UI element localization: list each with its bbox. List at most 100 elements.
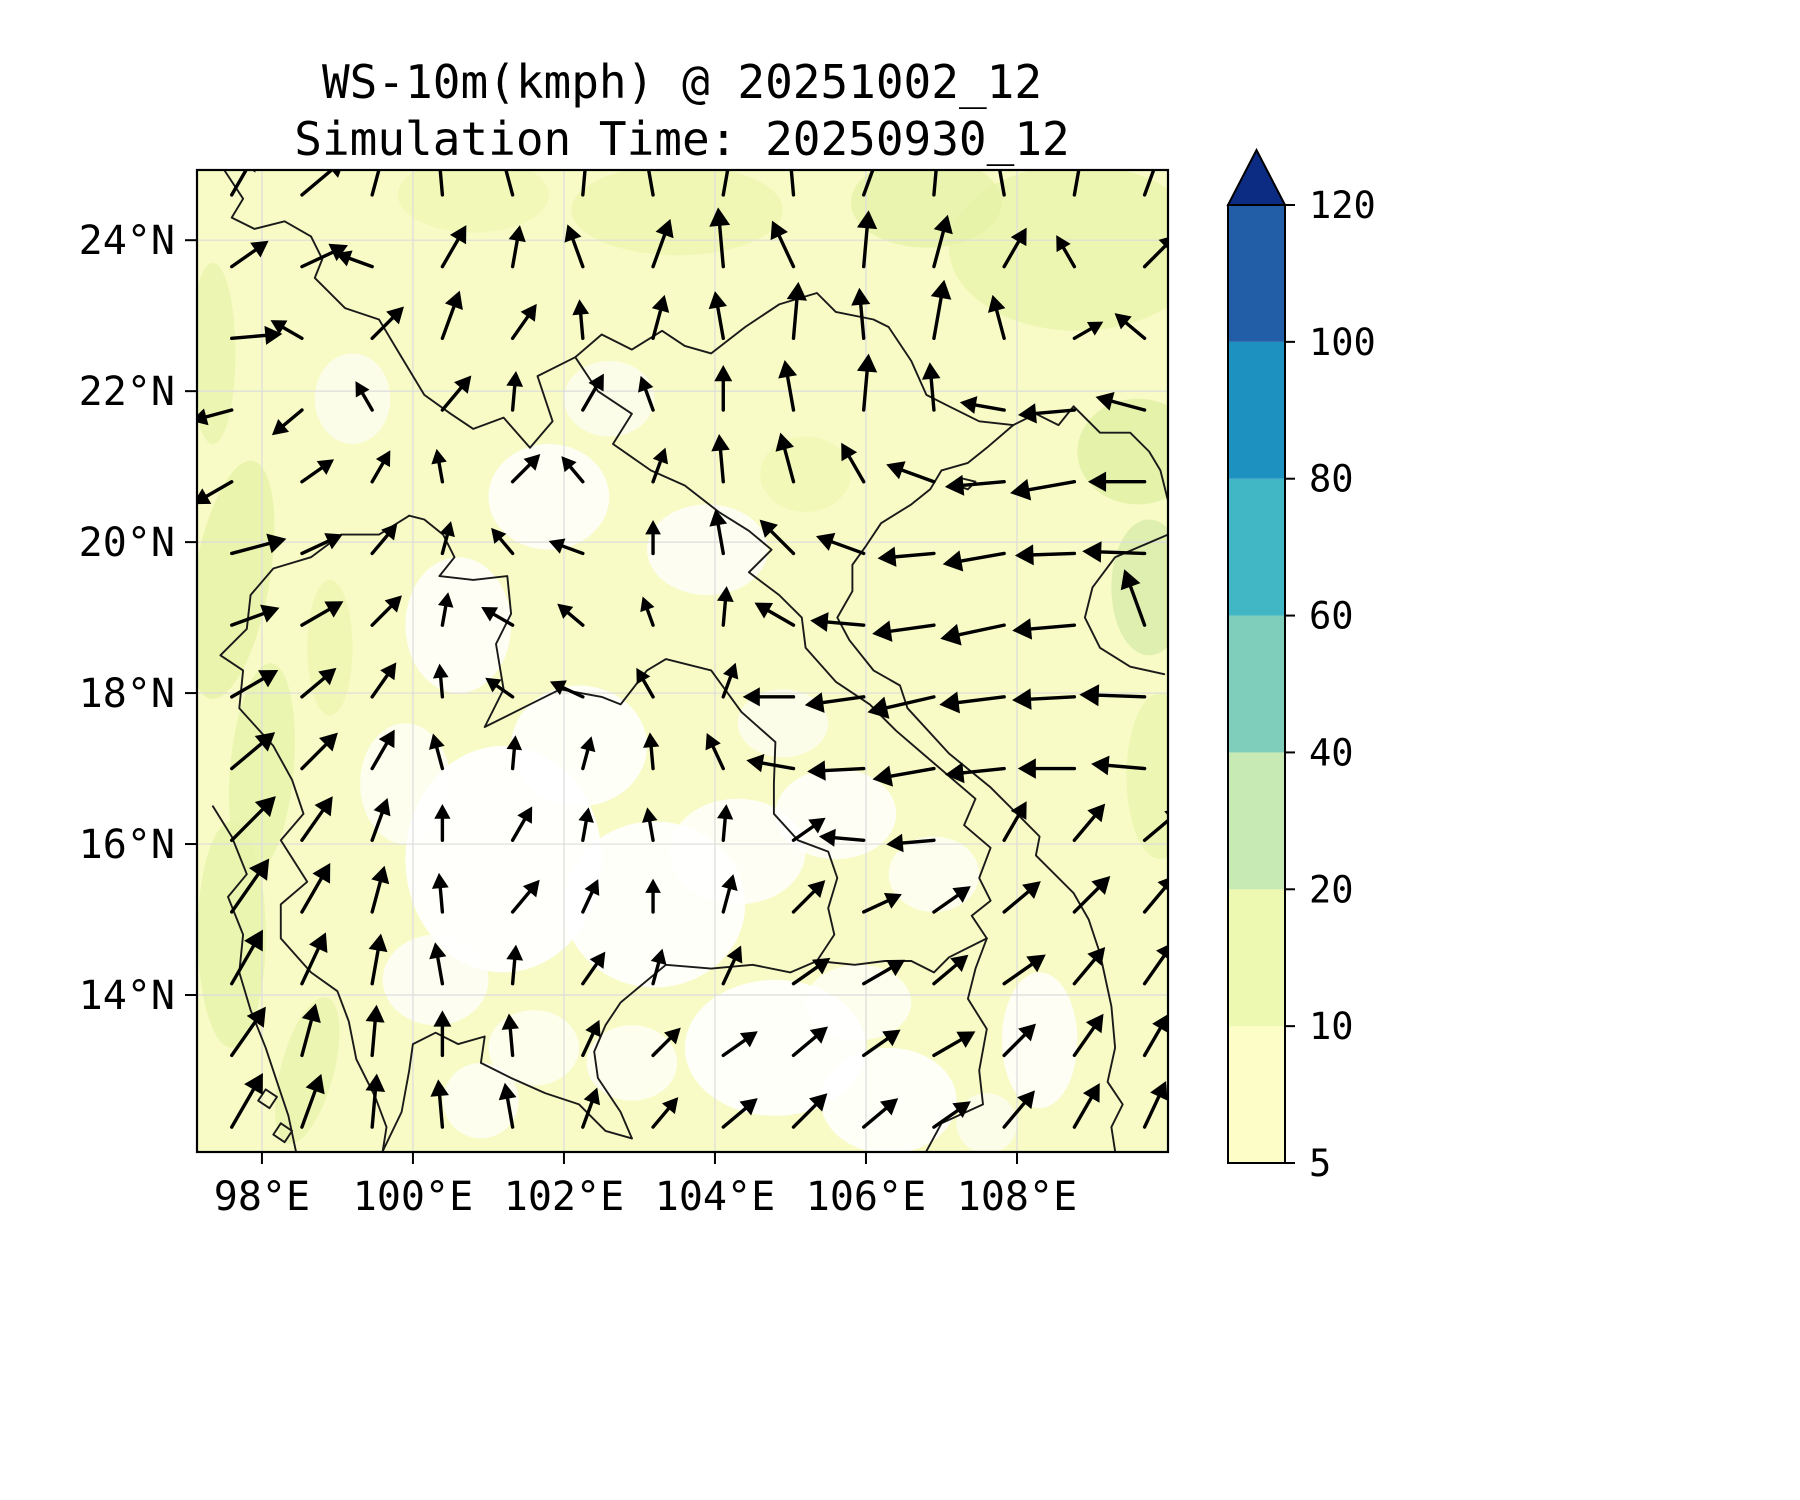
wind-arrow-head	[449, 225, 467, 245]
shading-patch	[647, 504, 768, 595]
wind-arrow-head	[1014, 544, 1034, 566]
wind-arrow-head	[640, 596, 655, 613]
wind-arrow-head	[872, 765, 894, 787]
wind-arrow-head	[578, 807, 594, 823]
wind-arrow-head	[1091, 755, 1110, 776]
wind-arrow-head	[930, 279, 952, 300]
shading-patch	[1001, 972, 1078, 1109]
wind-arrow-head	[650, 948, 667, 966]
wind-arrow-head	[439, 521, 455, 538]
wind-arrow-head	[1150, 1081, 1168, 1101]
wind-arrow-head	[368, 933, 388, 953]
wind-arrow-head	[810, 612, 829, 632]
wind-arrow-head	[716, 586, 734, 603]
wind-arrow-shaft	[1019, 480, 1077, 493]
wind-arrow-shaft	[862, 219, 870, 269]
wind-arrow-head	[933, 214, 953, 235]
wind-arrow-head	[1158, 237, 1168, 250]
wind-arrow-head	[561, 456, 577, 473]
wind-arrow-shaft	[230, 1081, 259, 1129]
wind-arrow-head	[1010, 801, 1027, 820]
wind-arrow-shaft	[1021, 623, 1077, 632]
wind-arrow-head	[1147, 147, 1165, 166]
wind-arrow-head	[1056, 235, 1071, 253]
wind-arrow-head	[244, 929, 263, 952]
wind-arrow-head	[959, 396, 978, 414]
wind-arrows	[197, 147, 1168, 1129]
wind-arrow-head	[430, 1079, 449, 1097]
wind-arrow-head	[314, 796, 333, 817]
wind-arrow-head	[950, 954, 969, 973]
wind-arrow-head	[636, 667, 651, 685]
wind-arrow-head	[856, 210, 878, 230]
wind-arrow-head	[1012, 618, 1033, 640]
wind-arrow-shaft	[300, 803, 329, 842]
wind-arrow-head	[506, 944, 524, 961]
wind-arrow-head	[944, 762, 965, 784]
wind-arrow-shaft	[1142, 170, 1156, 197]
wind-arrow-head	[444, 290, 463, 310]
wind-arrow-head	[808, 817, 826, 834]
plot-frame	[195, 168, 1170, 1154]
chart-title: WS-10m(kmph) @ 20251002_12	[322, 55, 1042, 109]
colorbar-tick-label: 60	[1309, 595, 1354, 638]
wind-arrow-head	[879, 1098, 899, 1116]
wind-arrow-head	[1087, 471, 1107, 492]
wind-arrow-head	[851, 287, 871, 306]
shading-patch	[197, 460, 275, 699]
wind-arrow-head	[381, 523, 398, 541]
wind-arrow-head	[1091, 876, 1111, 895]
wind-arrow-shaft	[862, 170, 875, 197]
wind-arrow-head	[1156, 944, 1168, 959]
wind-arrow-head	[197, 408, 209, 426]
wind-arrow-head	[804, 692, 825, 713]
shading-patch	[586, 1025, 678, 1101]
shading-patch	[820, 1047, 957, 1152]
wind-arrow-head	[365, 1073, 386, 1092]
wind-arrow-head	[1085, 1013, 1104, 1034]
wind-arrow-head	[248, 858, 270, 881]
shading-patch	[443, 1062, 519, 1139]
wind-arrow-head	[705, 733, 721, 751]
wind-arrow-shaft	[1024, 551, 1077, 557]
wind-arrow-head	[324, 533, 343, 550]
wind-arrow-shaft	[789, 170, 796, 197]
wind-arrow-shaft	[881, 623, 936, 634]
wind-arrow-head	[523, 454, 541, 471]
wind-arrow-head	[331, 170, 341, 178]
wind-arrow-head	[589, 951, 606, 969]
wind-arrow-head	[709, 207, 731, 227]
x-tick-label: 100°E	[353, 1174, 473, 1220]
wind-arrow-shaft	[230, 673, 271, 699]
wind-arrow-head	[1157, 878, 1168, 891]
wind-arrow-head	[254, 796, 276, 818]
x-tick-label: 106°E	[806, 1174, 926, 1220]
wind-arrow-head	[1017, 758, 1036, 779]
colorbar-segment	[1228, 205, 1285, 342]
wind-arrow-head	[643, 732, 660, 748]
wind-arrow-shaft	[1126, 577, 1147, 627]
wind-arrow-head	[371, 865, 390, 885]
wind-arrow-head	[517, 806, 533, 824]
wind-arrow-head	[270, 320, 288, 335]
wind-arrow-head	[246, 1006, 266, 1028]
wind-arrow-head	[651, 294, 670, 313]
shading-patch	[956, 1093, 1017, 1152]
colorbar-tick-label: 5	[1309, 1142, 1331, 1185]
wind-arrow-shaft	[1072, 170, 1081, 197]
laos-cambodia-border-line	[815, 937, 988, 974]
wind-arrow-head	[266, 533, 287, 554]
x-tick-label: 98°E	[214, 1174, 310, 1220]
wind-arrow-head	[1071, 148, 1089, 166]
coastlines-and-borders	[211, 170, 1168, 1152]
wind-arrow-head	[956, 1031, 976, 1048]
wind-arrow-head	[1087, 946, 1106, 966]
wind-arrow-shaft	[1091, 549, 1147, 556]
wind-arrow-shaft	[370, 1082, 378, 1129]
wind-arrow-head	[572, 299, 590, 316]
wind-arrow-head	[378, 729, 395, 749]
shading-patch	[307, 579, 353, 716]
wind-arrow-head	[318, 732, 338, 752]
y-tick-label: 22°N	[79, 369, 175, 415]
